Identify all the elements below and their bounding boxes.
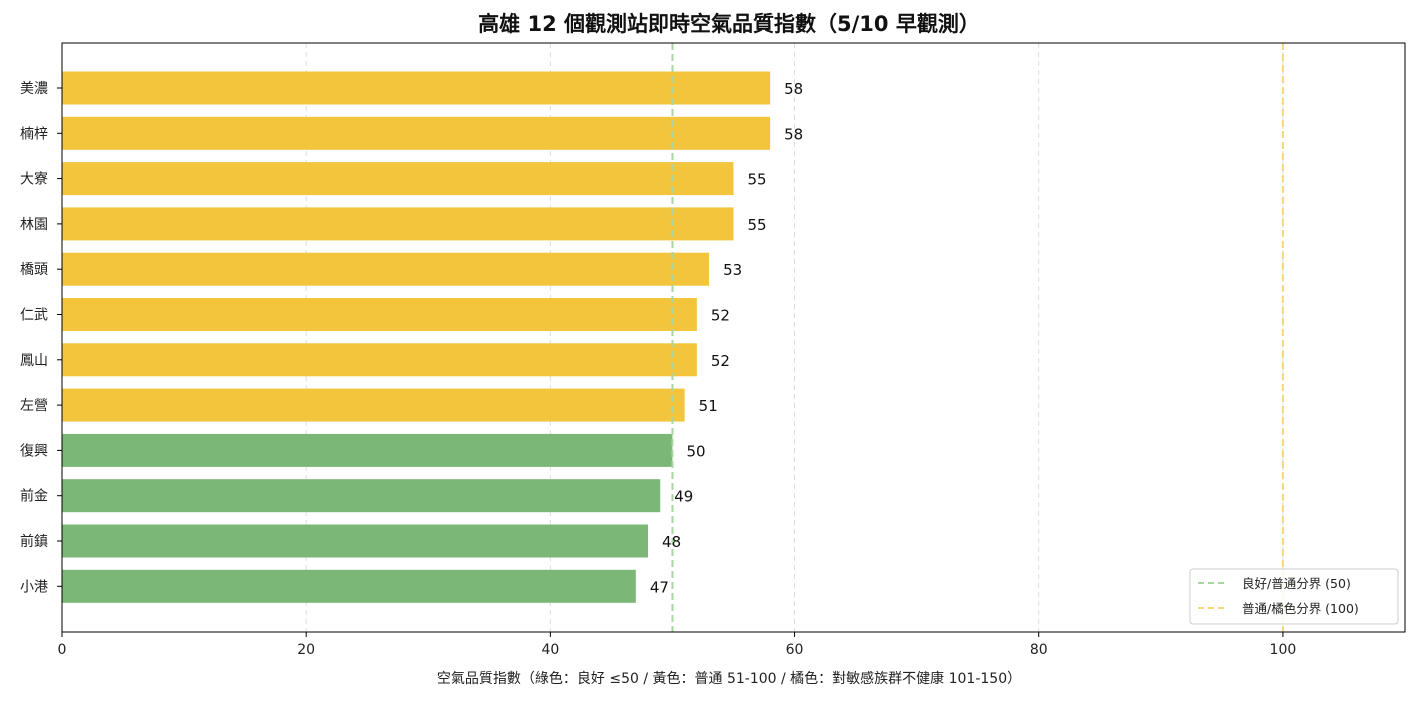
data-label: 55: [748, 171, 767, 189]
x-tick-label: 20: [297, 642, 315, 658]
x-tick-label: 60: [786, 642, 804, 658]
data-label: 58: [784, 80, 803, 98]
chart-title: 高雄 12 個觀測站即時空氣品質指數（5/10 早觀測）: [478, 12, 980, 36]
bars: [62, 71, 771, 603]
y-tick-label: 左營: [20, 398, 48, 414]
legend-label-good-moderate: 良好/普通分界 (50): [1242, 576, 1351, 591]
legend-label-moderate-orange: 普通/橘色分界 (100): [1242, 601, 1359, 616]
x-tick-label: 0: [58, 642, 67, 658]
data-label: 47: [650, 578, 669, 596]
reference-lines: [671, 43, 1284, 632]
y-tick-label: 大寮: [20, 171, 48, 188]
y-tick-label: 楠梓: [20, 126, 48, 142]
data-labels: 58 58 55 55 53 52 52 51 50 49 48 47: [650, 80, 803, 596]
bar: [62, 388, 685, 422]
data-label: 50: [686, 442, 705, 460]
y-tick-label: 美濃: [20, 81, 48, 97]
x-tick-label: 80: [1030, 642, 1048, 658]
y-tick-label: 橋頭: [20, 262, 48, 278]
bar: [62, 479, 661, 513]
x-tick-label: 100: [1270, 642, 1297, 658]
data-label: 58: [784, 125, 803, 143]
data-label: 52: [711, 307, 730, 325]
bar: [62, 524, 649, 558]
bar: [62, 116, 771, 150]
x-axis-label: 空氣品質指數（綠色：良好 ≤50 / 黃色：普通 51-100 / 橘色：對敏感…: [437, 670, 1021, 687]
legend-box: [1189, 568, 1399, 625]
bar: [62, 162, 734, 196]
plot-frame: [61, 42, 1406, 633]
bar: [62, 207, 734, 241]
bar: [62, 298, 697, 331]
data-label: 53: [723, 261, 742, 279]
data-label: 48: [662, 533, 681, 551]
y-tick-label: 前金: [20, 488, 48, 505]
bar: [62, 71, 771, 105]
data-label: 52: [711, 352, 730, 370]
data-label: 51: [699, 397, 718, 415]
y-tick-label: 鳳山: [20, 353, 48, 369]
bar: [62, 433, 673, 467]
y-tick-label: 仁武: [20, 308, 48, 324]
x-axis-ticks: 0 20 40 60 80 100: [58, 632, 1297, 658]
y-tick-label: 復興: [20, 442, 48, 459]
data-label: 49: [674, 488, 693, 506]
bar: [62, 569, 636, 603]
legend: 良好/普通分界 (50) 普通/橘色分界 (100): [1189, 568, 1399, 625]
y-tick-label: 林園: [20, 217, 48, 233]
y-tick-label: 前鎮: [20, 533, 48, 550]
bar: [62, 343, 697, 377]
data-label: 55: [748, 216, 767, 234]
y-tick-label: 小港: [20, 579, 48, 595]
x-tick-label: 40: [541, 642, 559, 658]
bar: [62, 252, 710, 286]
